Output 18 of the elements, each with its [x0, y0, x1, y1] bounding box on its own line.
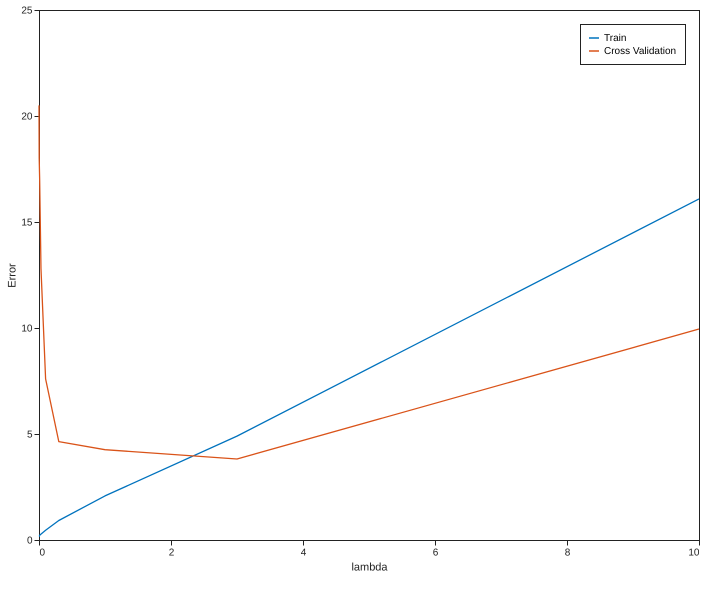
- line-series: [38, 104, 700, 460]
- y-tick-label: 20: [21, 112, 33, 122]
- y-axis-title: Error: [6, 262, 18, 288]
- x-tick-label: 4: [300, 548, 307, 558]
- y-tick-label: 5: [26, 430, 33, 440]
- y-tick-label: 10: [21, 324, 33, 334]
- x-tick-label: 8: [564, 548, 571, 558]
- x-tick-label: 10: [688, 548, 700, 558]
- x-tick-label: 2: [168, 548, 175, 558]
- x-axis-title: lambda: [351, 562, 388, 574]
- y-tick-label: 15: [21, 218, 33, 228]
- y-tick-label: 0: [26, 536, 33, 546]
- y-tick-label: 25: [21, 6, 33, 16]
- x-tick-label: 6: [432, 548, 439, 558]
- line-series: [38, 198, 700, 538]
- x-tick-label: 0: [40, 548, 46, 558]
- legend-label: Train: [604, 33, 626, 44]
- legend-label: Cross Validation: [604, 46, 676, 57]
